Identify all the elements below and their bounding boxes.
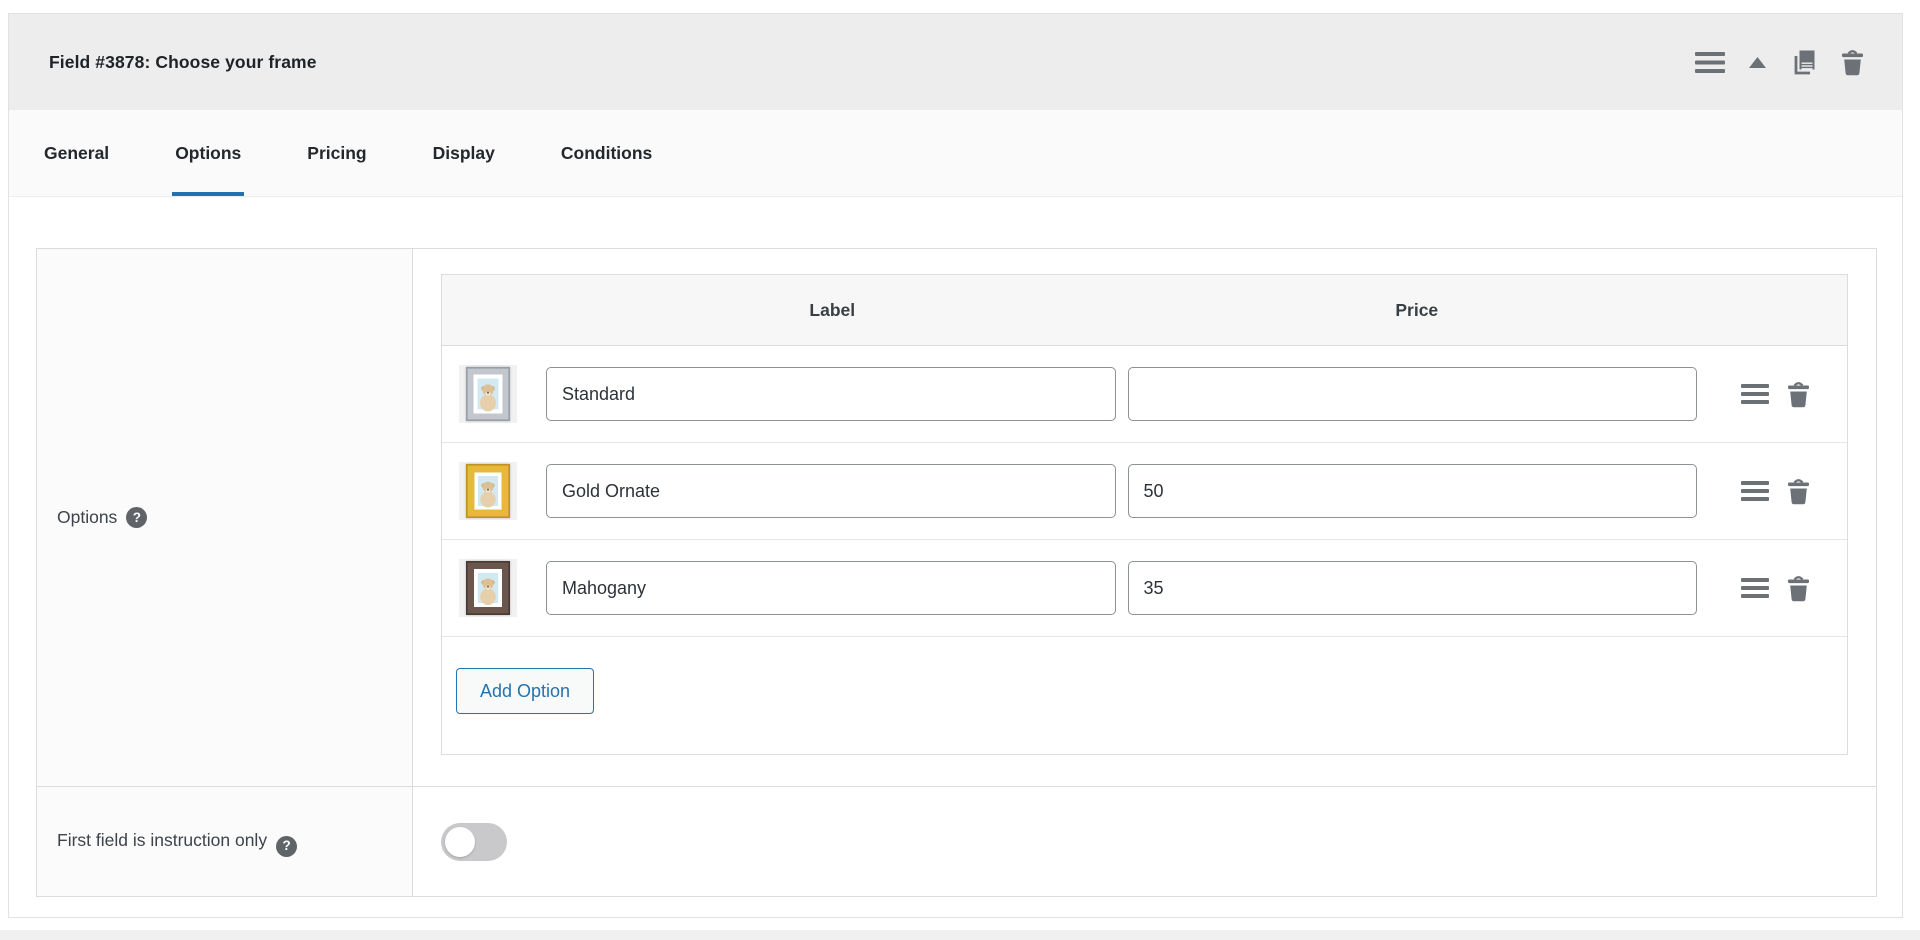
tab-display[interactable]: Display (432, 142, 495, 163)
row-delete-icon[interactable] (1787, 478, 1810, 505)
field-header-bar: Field #3878: Choose your frame (9, 14, 1902, 110)
option-label-input[interactable] (546, 561, 1116, 615)
add-option-button[interactable]: Add Option (456, 668, 595, 714)
tab-bar: General Options Pricing Display Conditio… (9, 110, 1902, 197)
option-actions-cell (1709, 381, 1841, 408)
option-label-input[interactable] (546, 367, 1116, 421)
option-row-mahogany (442, 540, 1847, 637)
mahogany-frame-thumbnail[interactable] (459, 559, 517, 617)
option-thumb-cell (442, 559, 534, 617)
column-header-label: Label (809, 299, 856, 320)
instruction-label: First field is instruction only (57, 830, 268, 851)
tab-conditions[interactable]: Conditions (560, 142, 653, 163)
instruction-content-cell (413, 787, 1876, 896)
option-actions-cell (1709, 478, 1841, 505)
field-header-actions (1695, 49, 1864, 76)
option-thumb-cell (442, 462, 534, 520)
tab-options[interactable]: Options (172, 110, 245, 196)
field-title: Field #3878: Choose your frame (49, 51, 317, 72)
option-label-input[interactable] (546, 464, 1116, 518)
tab-general[interactable]: General (44, 142, 110, 163)
drag-handle-icon[interactable] (1695, 51, 1725, 73)
option-price-input[interactable] (1127, 367, 1697, 421)
page-bottom-strip (0, 930, 1920, 940)
tab-panel-options: Options ? Label Price (9, 197, 1902, 917)
option-row-gold-ornate (442, 443, 1847, 540)
instruction-help-icon[interactable]: ? (276, 835, 298, 857)
column-header-price: Price (1395, 299, 1439, 320)
instruction-row: First field is instruction only? (37, 786, 1876, 896)
gold-ornate-frame-thumbnail[interactable] (459, 462, 517, 520)
row-delete-icon[interactable] (1787, 575, 1810, 602)
option-actions-cell (1709, 575, 1841, 602)
options-row: Options ? Label Price (37, 249, 1876, 786)
tab-pricing[interactable]: Pricing (307, 142, 367, 163)
option-row-standard (442, 346, 1847, 443)
option-price-input[interactable] (1127, 464, 1697, 518)
delete-field-icon[interactable] (1841, 49, 1864, 76)
option-thumb-cell (442, 365, 534, 423)
toggle-knob (445, 826, 475, 857)
option-price-input[interactable] (1127, 561, 1697, 615)
row-drag-handle-icon[interactable] (1740, 384, 1769, 404)
options-help-icon[interactable]: ? (126, 507, 148, 528)
field-editor-card: Field #3878: Choose your frame (8, 13, 1903, 918)
row-drag-handle-icon[interactable] (1740, 481, 1769, 501)
options-content-cell: Label Price (413, 249, 1876, 786)
options-label: Options (57, 507, 118, 527)
options-table-footer: Add Option (442, 637, 1847, 754)
options-label-cell: Options ? (37, 249, 413, 786)
row-drag-handle-icon[interactable] (1740, 578, 1769, 598)
collapse-arrow-icon[interactable] (1749, 56, 1766, 68)
row-delete-icon[interactable] (1787, 381, 1810, 408)
instruction-label-cell: First field is instruction only? (37, 787, 413, 896)
standard-frame-thumbnail[interactable] (459, 365, 517, 423)
options-table: Label Price (441, 274, 1848, 755)
duplicate-icon[interactable] (1790, 49, 1817, 76)
field-settings-panel: Options ? Label Price (36, 248, 1877, 897)
options-table-header: Label Price (442, 275, 1847, 346)
instruction-toggle[interactable] (441, 822, 507, 861)
